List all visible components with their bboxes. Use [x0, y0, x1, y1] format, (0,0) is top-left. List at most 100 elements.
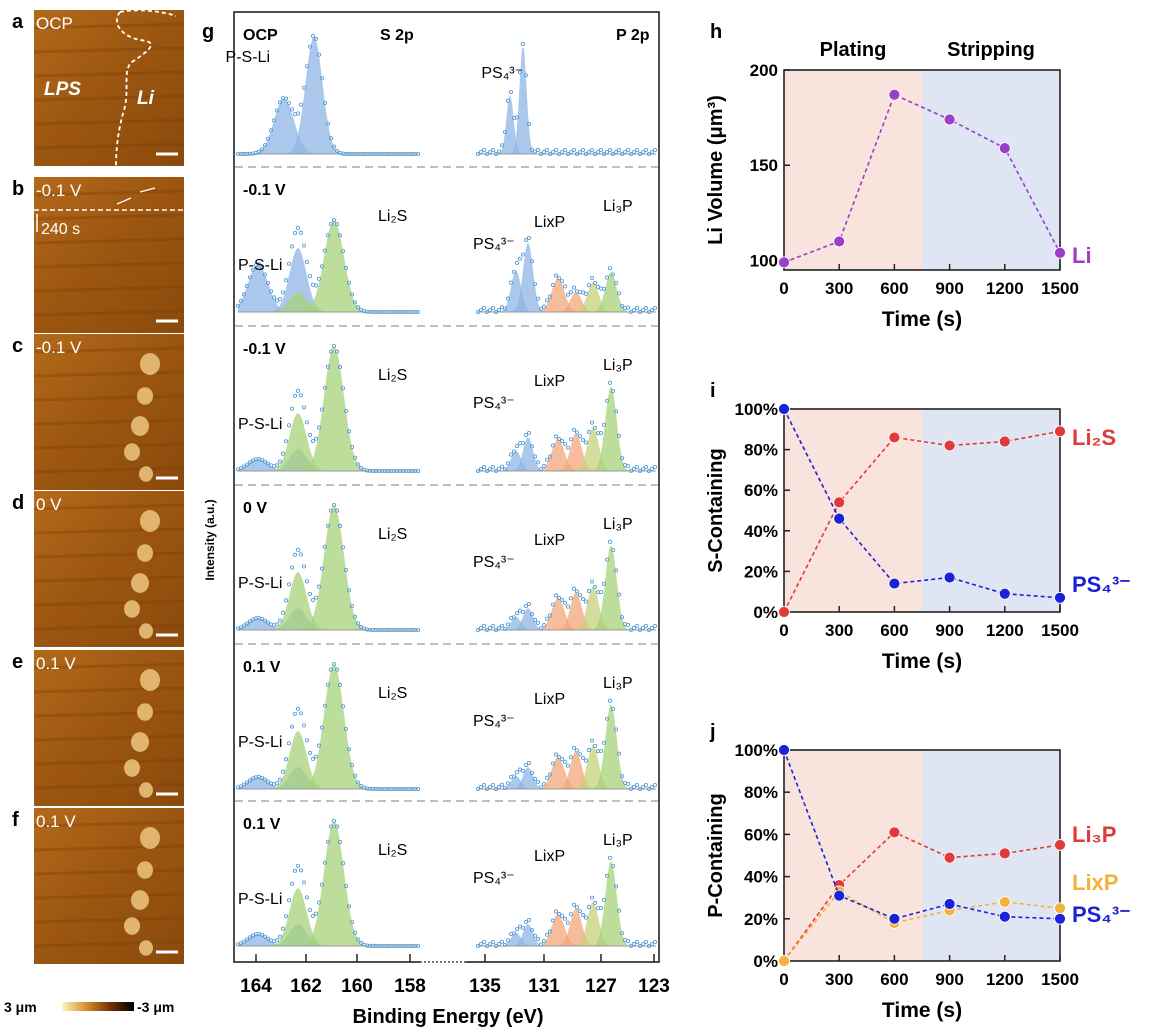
p2p-data-point [646, 151, 652, 157]
s2p-data-point [247, 935, 253, 940]
s2p-component-peak [238, 664, 418, 789]
afm-texture-line [33, 22, 185, 30]
p2p-data-point [484, 309, 490, 315]
x-tick-label: 600 [880, 621, 908, 640]
p2p-data-point [532, 282, 538, 287]
s2p-data-point [310, 914, 316, 919]
p2p-data-point [613, 727, 619, 732]
s2p-data-point [244, 462, 250, 467]
p2p-data-point [583, 915, 589, 920]
p2p-data-point [568, 912, 574, 917]
p2p-data-point [544, 616, 550, 621]
p2p-data-point [556, 911, 562, 917]
s2p-data-point [259, 775, 265, 780]
x-tick-label: 1200 [986, 279, 1024, 298]
p2p-data-point [520, 441, 526, 446]
s2p-data-point [346, 904, 352, 909]
afm-particle [137, 861, 153, 879]
p2p-data-point [592, 584, 598, 590]
peak-label: PS₄³⁻ [481, 65, 523, 82]
p2p-data-point [556, 754, 562, 760]
p2p-data-point [583, 599, 589, 604]
s2p-data-point [343, 726, 349, 732]
s2p-data-point [274, 622, 280, 627]
x-axis-label: Time (s) [882, 308, 962, 331]
p2p-data-point [577, 593, 583, 598]
series-line [783, 408, 1061, 599]
afm-condition-label: -0.1 V [36, 338, 82, 357]
s2p-data-point [319, 264, 325, 269]
p2p-data-point [604, 557, 610, 562]
p2p-data-point [544, 775, 550, 780]
p2p-data-point [637, 786, 643, 792]
p2p-data-point [637, 151, 643, 157]
afm-texture-line [33, 782, 185, 790]
p2p-data-point [625, 939, 631, 944]
p2p-data-point [649, 784, 655, 790]
peak-label: P-S-Li [238, 575, 282, 592]
afm-condition-label: 0 V [36, 495, 62, 514]
p2p-data-point [589, 738, 595, 743]
x-tick-label: 1500 [1041, 621, 1079, 640]
time-label: 240 s [41, 221, 80, 238]
data-point [998, 587, 1011, 600]
s2p-data-point [331, 144, 337, 149]
series-line [783, 93, 1061, 264]
s2p-data-point [247, 275, 253, 280]
p2p-data-point [523, 73, 529, 78]
p2p-data-point [526, 430, 532, 436]
p2p-data-point [607, 380, 613, 385]
x-tick-label: 300 [825, 621, 853, 640]
p2p-data-point [514, 260, 520, 265]
s2p-data-point [322, 703, 328, 708]
colorbar-min-label: -3 μm [137, 999, 174, 1015]
x-tick-label: 0 [779, 621, 788, 640]
series-label: PS₄³⁻ [1072, 572, 1131, 597]
p2p-data-point [598, 147, 604, 153]
p2p-data-point [580, 756, 586, 761]
data-point [778, 606, 790, 618]
afm-texture-line [33, 418, 185, 426]
s2p-data-point [316, 276, 322, 281]
peak-label: Li₂S [378, 685, 407, 702]
p2p-data-point [649, 307, 655, 313]
p2p-data-point [610, 272, 616, 277]
li-boundary-line [119, 9, 177, 17]
p2p-data-point [646, 468, 652, 474]
colorbar-max-label: 3 μm [4, 999, 37, 1015]
s2p-data-point [337, 839, 343, 845]
p2p-data-point [532, 149, 538, 154]
xps-condition-label: OCP [243, 27, 278, 44]
s2p-data-point [304, 259, 310, 264]
s2p-data-point [325, 364, 331, 369]
p2p-data-point [652, 623, 658, 629]
p2p-data-point [520, 925, 526, 930]
s2p-data-point [346, 588, 352, 593]
p2p-data-point [481, 147, 487, 153]
peak-label: Li₂S [378, 842, 407, 859]
p2p-data-point [553, 752, 559, 757]
s2p-data-point [316, 425, 322, 430]
p2p-data-point [640, 466, 646, 472]
p2p-data-point [550, 443, 556, 448]
data-point [1054, 902, 1066, 915]
p2p-data-point [487, 941, 493, 947]
data-point [943, 113, 956, 126]
p2p-data-point [628, 786, 634, 791]
s2p-data-point [265, 136, 271, 141]
p2p-data-point [616, 592, 622, 597]
s2p-data-point [238, 298, 244, 304]
peak-label: Li₂S [378, 208, 407, 225]
data-point [998, 142, 1011, 154]
peak-label: P-S-Li [238, 891, 282, 908]
s2p-data-point [277, 934, 283, 939]
p2p-data-point [634, 464, 640, 470]
peak-label: P-S-Li [238, 416, 282, 433]
shaded-region [784, 409, 922, 612]
panel-letter-h: h [710, 21, 722, 43]
p2p-data-point [598, 748, 604, 754]
s2p-data-point [295, 225, 301, 230]
y-tick-label: 20% [744, 562, 778, 581]
afm-texture-line [33, 370, 185, 378]
s2p-data-point [328, 222, 334, 227]
